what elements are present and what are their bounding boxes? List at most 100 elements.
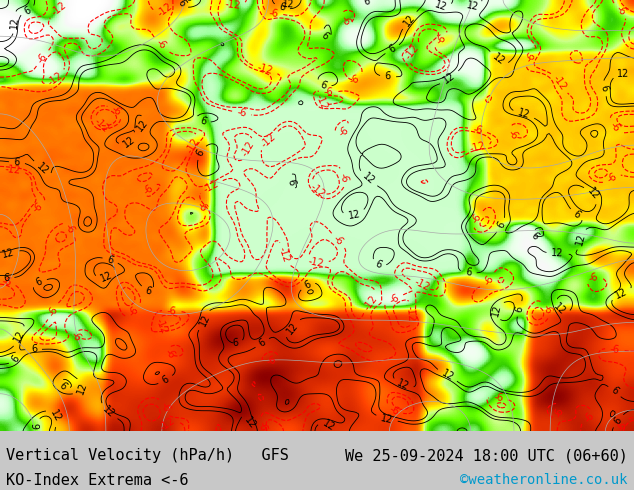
Text: -12: -12 [156,1,175,19]
Text: 12: 12 [197,313,212,328]
Text: -6: -6 [1,276,12,288]
Text: 12: 12 [361,171,377,186]
Text: -6: -6 [387,404,401,417]
Text: -6: -6 [257,420,268,432]
Text: 12: 12 [321,418,337,433]
Text: 6: 6 [34,276,44,288]
Text: 12: 12 [490,51,506,67]
Text: -6: -6 [63,222,77,235]
Text: -12: -12 [405,305,417,322]
Text: -12: -12 [469,141,486,154]
Text: -6: -6 [69,330,83,343]
Text: -6: -6 [493,392,504,403]
Text: 12: 12 [434,0,448,13]
Text: -6: -6 [31,201,45,215]
Text: 12: 12 [100,404,117,420]
Text: 6: 6 [529,230,540,241]
Text: -12: -12 [46,70,65,87]
Text: ©weatheronline.co.uk: ©weatheronline.co.uk [460,473,628,487]
Text: -12: -12 [224,0,242,11]
Text: 6: 6 [32,423,42,429]
Text: 12: 12 [439,368,455,383]
Text: 6: 6 [319,31,330,42]
Text: -12: -12 [153,317,169,336]
Text: 6: 6 [257,337,268,349]
Text: 6: 6 [514,304,525,313]
Text: 6: 6 [373,259,384,271]
Text: -6: -6 [583,411,597,425]
Text: 6: 6 [609,385,621,397]
Text: -6: -6 [158,400,172,414]
Text: 12: 12 [380,413,394,425]
Text: 12: 12 [285,320,301,336]
Text: 12: 12 [490,303,503,317]
Text: 12: 12 [347,208,361,220]
Text: -12: -12 [93,116,111,135]
Text: 6: 6 [57,380,68,392]
Text: 12: 12 [282,0,295,10]
Text: 6: 6 [385,72,391,82]
Text: 6: 6 [198,116,207,127]
Text: 6: 6 [232,338,238,348]
Text: 6: 6 [160,374,171,386]
Text: -6: -6 [36,51,49,65]
Text: -6: -6 [553,406,566,418]
Text: -6: -6 [236,107,247,119]
Text: -12: -12 [314,93,330,111]
Text: -6: -6 [470,212,484,225]
Text: 12: 12 [242,415,258,431]
Text: -6: -6 [339,14,352,27]
Text: 12: 12 [441,70,458,86]
Text: 12: 12 [122,134,138,149]
Text: -12: -12 [307,256,325,269]
Text: KO-Index Extrema <-6: KO-Index Extrema <-6 [6,473,189,488]
Text: -6: -6 [127,305,141,318]
Text: -6: -6 [472,124,483,136]
Text: -6: -6 [163,347,176,361]
Text: 6: 6 [106,255,115,266]
Text: -6: -6 [167,306,177,316]
Text: -6: -6 [154,37,168,51]
Text: -6: -6 [434,33,448,47]
Text: -6: -6 [541,302,553,316]
Text: 12: 12 [34,161,50,176]
Text: -6: -6 [349,74,360,86]
Text: -12: -12 [4,164,21,176]
Text: -6: -6 [324,87,333,97]
Text: -6: -6 [195,200,209,214]
Text: -6: -6 [482,274,496,288]
Text: We 25-09-2024 18:00 UTC (06+60): We 25-09-2024 18:00 UTC (06+60) [345,448,628,464]
Text: -6: -6 [506,127,520,141]
Text: 12: 12 [585,186,601,202]
Text: -12: -12 [403,43,421,61]
Text: 6: 6 [495,220,507,230]
Text: 6: 6 [195,147,207,158]
Text: 12: 12 [466,0,480,13]
Text: 12: 12 [134,117,150,133]
Text: -12: -12 [50,0,68,18]
Text: 6: 6 [598,84,610,93]
Text: 12: 12 [551,248,564,258]
Text: 12: 12 [9,16,20,29]
Text: -6: -6 [609,344,620,355]
Text: 6: 6 [612,416,624,426]
Text: Vertical Velocity (hPa/h)   GFS: Vertical Velocity (hPa/h) GFS [6,448,289,464]
Text: -6: -6 [608,120,622,133]
Text: 6: 6 [465,267,472,277]
Text: 6: 6 [3,272,10,283]
Text: 6: 6 [319,79,328,91]
Text: -6: -6 [46,304,60,318]
Text: 6: 6 [278,1,287,13]
Text: -6: -6 [337,172,349,183]
Text: 6: 6 [363,0,371,7]
Text: -12: -12 [259,131,278,149]
Text: -6: -6 [588,271,600,284]
Text: -6: -6 [109,104,123,118]
Text: 12: 12 [12,328,27,344]
Text: -6: -6 [266,355,277,367]
Text: 12: 12 [48,408,63,424]
Text: 6: 6 [143,285,152,296]
Text: 12: 12 [1,247,16,260]
Text: -6: -6 [524,50,538,64]
Text: -12: -12 [184,136,201,155]
